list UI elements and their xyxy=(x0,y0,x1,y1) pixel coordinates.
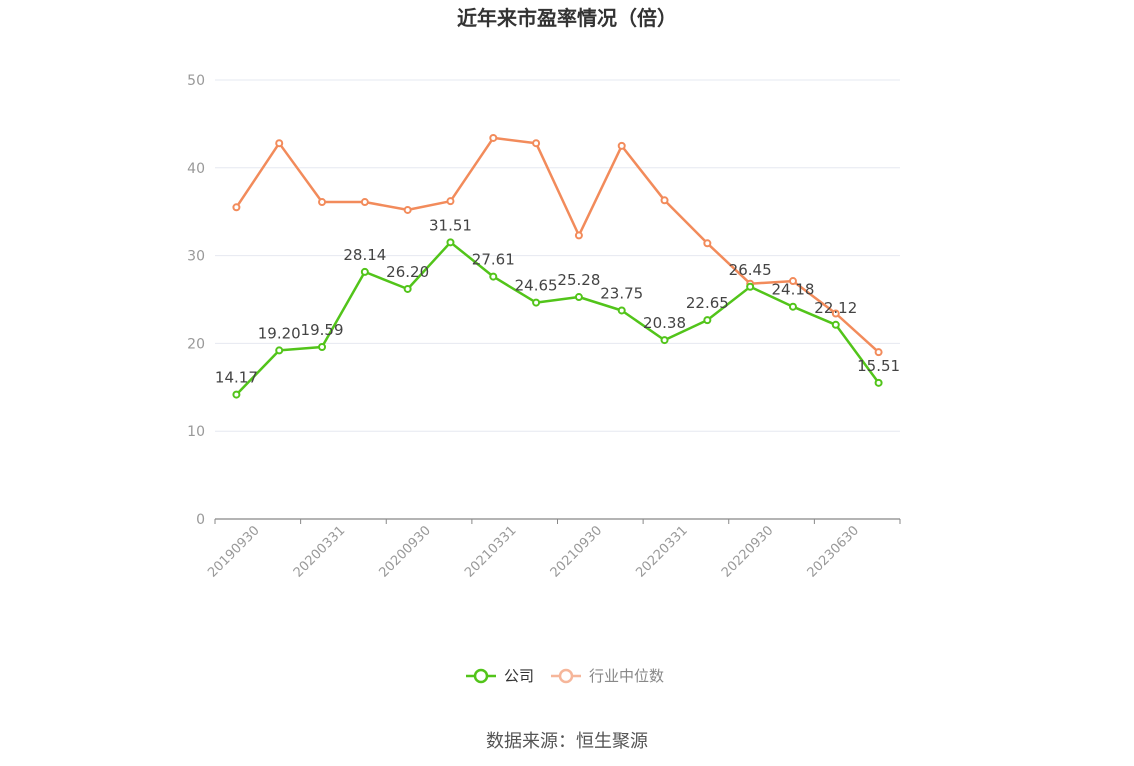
chart-title: 近年来市盈率情况（倍） xyxy=(457,6,677,30)
x-tick-label: 20200331 xyxy=(291,523,348,580)
data-point xyxy=(788,277,797,286)
data-point xyxy=(446,197,455,206)
data-point xyxy=(874,348,883,357)
data-label: 27.61 xyxy=(472,251,515,269)
data-point xyxy=(318,342,327,351)
data-label: 31.51 xyxy=(429,216,472,234)
data-point xyxy=(360,267,369,276)
x-tick-label: 20190930 xyxy=(205,523,262,580)
series-line-0 xyxy=(235,241,880,396)
x-axis: 20190930 20200331 20200930 20210331 20210930… xyxy=(205,518,901,581)
data-point xyxy=(489,133,498,142)
data-point xyxy=(532,139,541,148)
data-point xyxy=(703,316,712,325)
y-tick-label: 20 xyxy=(187,336,205,352)
x-tick-label: 20210930 xyxy=(548,523,605,580)
series-line-1 xyxy=(235,136,880,354)
data-point xyxy=(532,298,541,307)
data-label: 20.38 xyxy=(643,314,686,332)
legend-swatch-marker xyxy=(558,668,574,684)
y-tick-label: 40 xyxy=(187,161,205,177)
data-source: 数据来源：恒生聚源 xyxy=(486,731,648,752)
data-point xyxy=(788,302,797,311)
data-point xyxy=(660,196,669,205)
data-point xyxy=(617,141,626,150)
y-tick-label: 50 xyxy=(187,73,205,89)
data-point xyxy=(874,378,883,387)
legend-swatch-marker xyxy=(473,668,489,684)
data-label: 25.28 xyxy=(557,271,600,289)
legend-label: 公司 xyxy=(504,667,534,685)
legend-item-1[interactable]: 行业中位数 xyxy=(551,667,664,685)
data-point xyxy=(232,390,241,399)
y-tick-label: 30 xyxy=(187,249,205,265)
data-label: 15.51 xyxy=(857,357,900,375)
data-label: 26.20 xyxy=(386,263,429,281)
data-label: 19.20 xyxy=(258,324,301,342)
y-tick-label: 10 xyxy=(187,424,205,440)
x-tick-label: 20230630 xyxy=(805,523,862,580)
x-tick-label: 20210331 xyxy=(462,523,519,580)
data-label: 22.65 xyxy=(686,294,729,312)
x-tick-label: 20220930 xyxy=(719,523,776,580)
data-point xyxy=(318,198,327,207)
grid-lines xyxy=(215,79,900,432)
y-tick-label: 0 xyxy=(196,512,205,528)
data-point xyxy=(403,205,412,214)
data-point xyxy=(403,284,412,293)
legend-label: 行业中位数 xyxy=(589,667,664,685)
data-label: 19.59 xyxy=(301,321,344,339)
data-point xyxy=(617,306,626,315)
data-point xyxy=(703,239,712,248)
data-label: 22.12 xyxy=(814,299,857,317)
data-point xyxy=(275,346,284,355)
y-axis: 0 10 20 30 40 50 xyxy=(187,73,205,528)
series-layer xyxy=(232,133,883,399)
data-label: 23.75 xyxy=(600,284,643,302)
data-label: 24.65 xyxy=(515,277,558,295)
data-point xyxy=(574,231,583,240)
data-point xyxy=(746,282,755,291)
data-label: 24.18 xyxy=(771,281,814,299)
data-label: 28.14 xyxy=(343,246,386,264)
x-tick-label: 20200930 xyxy=(376,523,433,580)
data-point xyxy=(275,139,284,148)
data-point xyxy=(489,272,498,281)
data-point xyxy=(831,309,840,318)
data-point xyxy=(360,198,369,207)
data-point xyxy=(831,320,840,329)
data-label: 26.45 xyxy=(729,261,772,279)
data-point xyxy=(446,238,455,247)
data-point xyxy=(232,203,241,212)
legend: 公司 行业中位数 xyxy=(466,667,664,685)
data-label: 14.17 xyxy=(215,369,258,387)
data-point xyxy=(574,293,583,302)
data-point xyxy=(660,336,669,345)
legend-item-0[interactable]: 公司 xyxy=(466,667,534,685)
x-tick-label: 20220331 xyxy=(633,523,690,580)
